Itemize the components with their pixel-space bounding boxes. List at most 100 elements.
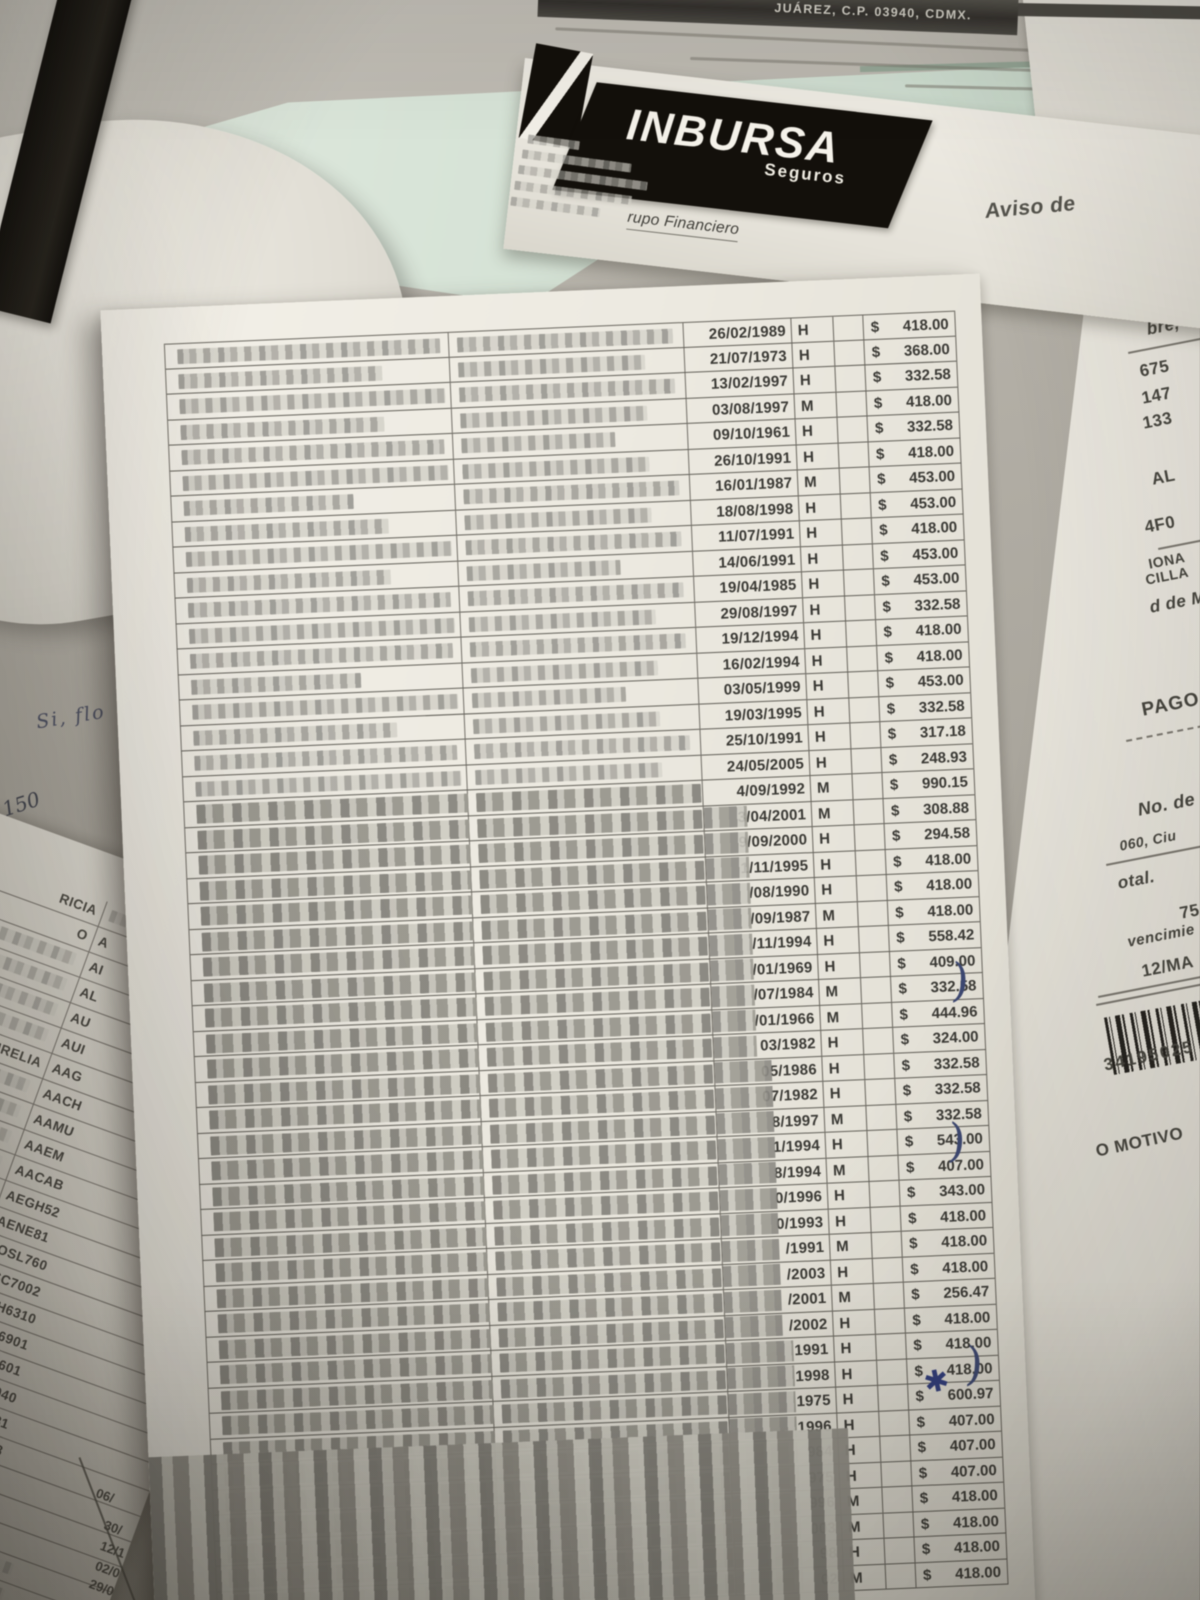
birthdate-cell: /01/1969: [710, 954, 820, 984]
currency-symbol: $: [919, 1489, 929, 1508]
amount-cell: $ 453.00: [869, 463, 963, 492]
currency-symbol: $: [910, 1285, 921, 1304]
sex-cell: H: [795, 417, 839, 444]
amount-cell: $ 418.00: [900, 1202, 994, 1231]
currency-symbol: $: [872, 368, 882, 387]
sex-cell: H: [834, 1334, 877, 1362]
amount-cell: $ 294.58: [884, 820, 978, 849]
amount-cell: $ 453.00: [878, 667, 972, 696]
empty-cell: [862, 1002, 894, 1029]
birthdate-cell: 16/02/1994: [697, 648, 807, 678]
amount-value: 248.93: [920, 748, 968, 767]
birthdate-cell: 0/1996: [719, 1183, 829, 1213]
pen-paren-mark: ): [949, 952, 971, 1008]
amount-value: 418.00: [944, 1308, 991, 1328]
birthdate-cell: 19/12/1994: [696, 623, 806, 653]
empty-cell: [858, 925, 890, 952]
birthdate-cell: 05/1986: [714, 1056, 824, 1086]
amount-cell: $ 418.00: [886, 871, 980, 900]
sex-cell: H: [793, 366, 837, 393]
sex-cell: M: [794, 392, 838, 419]
birthdate-cell: 4/09/1992: [702, 776, 812, 806]
amount-value: 407.00: [949, 1435, 997, 1455]
currency-symbol: $: [898, 980, 908, 998]
sex-cell: H: [812, 825, 856, 852]
amount-value: 453.00: [913, 569, 960, 589]
currency-symbol: $: [881, 572, 891, 590]
empty-cell: [864, 1053, 896, 1080]
amount-value: 368.00: [903, 340, 951, 360]
sex-cell: M: [826, 1156, 870, 1183]
sex-cell: H: [791, 316, 835, 342]
sex-cell: M: [815, 901, 859, 928]
sex-cell: H: [830, 1258, 874, 1285]
currency-symbol: $: [915, 1387, 925, 1406]
sex-cell: M: [824, 1105, 868, 1132]
empty-cell: [847, 645, 879, 672]
sex-cell: H: [821, 1029, 865, 1056]
left-name-fragment: O: [74, 925, 91, 944]
amount-value: 418.00: [939, 1206, 987, 1226]
currency-symbol: $: [893, 878, 903, 896]
birthdate-cell: /11/1994: [709, 928, 818, 958]
empty-cell: [875, 1333, 907, 1360]
empty-cell: [872, 1257, 904, 1283]
amount-cell: $ 332.58: [894, 1049, 988, 1078]
amount-value: 343.00: [938, 1181, 986, 1201]
birthdate-cell: 21/07/1973: [684, 342, 794, 372]
empty-cell: [884, 1537, 916, 1564]
empty-cell: [866, 1104, 898, 1131]
empty-cell: [834, 339, 866, 366]
sex-cell: H: [822, 1054, 866, 1081]
handwritten-note: Si, flo: [34, 700, 108, 734]
currency-symbol: $: [903, 1107, 913, 1125]
currency-symbol: $: [906, 1184, 916, 1202]
birthdate-cell: 03/08/1997: [686, 393, 796, 423]
birthdate-cell: 07/1982: [715, 1081, 825, 1111]
birthdate-cell: 09/10/1961: [687, 419, 797, 449]
empty-cell: [873, 1282, 905, 1309]
sex-cell: H: [823, 1080, 867, 1107]
empty-cell: [849, 696, 881, 723]
currency-symbol: $: [889, 776, 899, 794]
amount-cell: $ 332.58: [865, 361, 959, 390]
currency-symbol: $: [878, 521, 888, 539]
birthdate-cell: 25/10/1991: [700, 725, 810, 755]
currency-symbol: $: [886, 700, 896, 718]
sex-cell: H: [798, 494, 842, 521]
amount-cell: $ 324.00: [893, 1024, 987, 1053]
amount-cell: $ 332.58: [867, 412, 961, 441]
sex-cell: H: [809, 748, 853, 776]
currency-symbol: $: [902, 1082, 912, 1100]
amount-cell: $ 418.00: [913, 1508, 1007, 1537]
currency-symbol: $: [921, 1540, 931, 1559]
birthdate-cell: /01/1966: [712, 1005, 822, 1035]
sex-cell: M: [831, 1283, 875, 1311]
currency-symbol: $: [879, 547, 890, 565]
amount-value: 418.00: [954, 1563, 1002, 1583]
amount-cell: $ 418.00: [866, 387, 960, 416]
birthdate-cell: 19/04/1985: [694, 572, 803, 602]
left-code-value: AAG: [50, 1060, 85, 1086]
currency-symbol: $: [913, 1336, 923, 1355]
empty-cell: [850, 722, 882, 748]
empty-cell: [861, 976, 893, 1003]
empty-cell: [844, 594, 876, 621]
amount-cell: $ 418.00: [868, 438, 962, 467]
currency-symbol: $: [897, 954, 907, 973]
sex-cell: H: [814, 876, 858, 903]
amount-value: 418.00: [925, 875, 973, 895]
amount-value: 418.00: [915, 620, 962, 640]
left-code-value: A: [96, 933, 111, 952]
currency-symbol: $: [873, 394, 883, 412]
amount-value: 332.58: [934, 1079, 982, 1099]
empty-cell: [839, 467, 871, 494]
amount-value: 418.00: [907, 442, 955, 462]
amount-cell: $ 343.00: [899, 1176, 993, 1206]
amount-value: 324.00: [932, 1028, 979, 1048]
currency-symbol: $: [876, 470, 886, 489]
sex-cell: M: [810, 774, 854, 801]
amount-cell: $ 418.00: [901, 1227, 995, 1257]
birthdate-cell: /1991: [721, 1234, 831, 1264]
amount-value: 308.88: [922, 798, 970, 818]
